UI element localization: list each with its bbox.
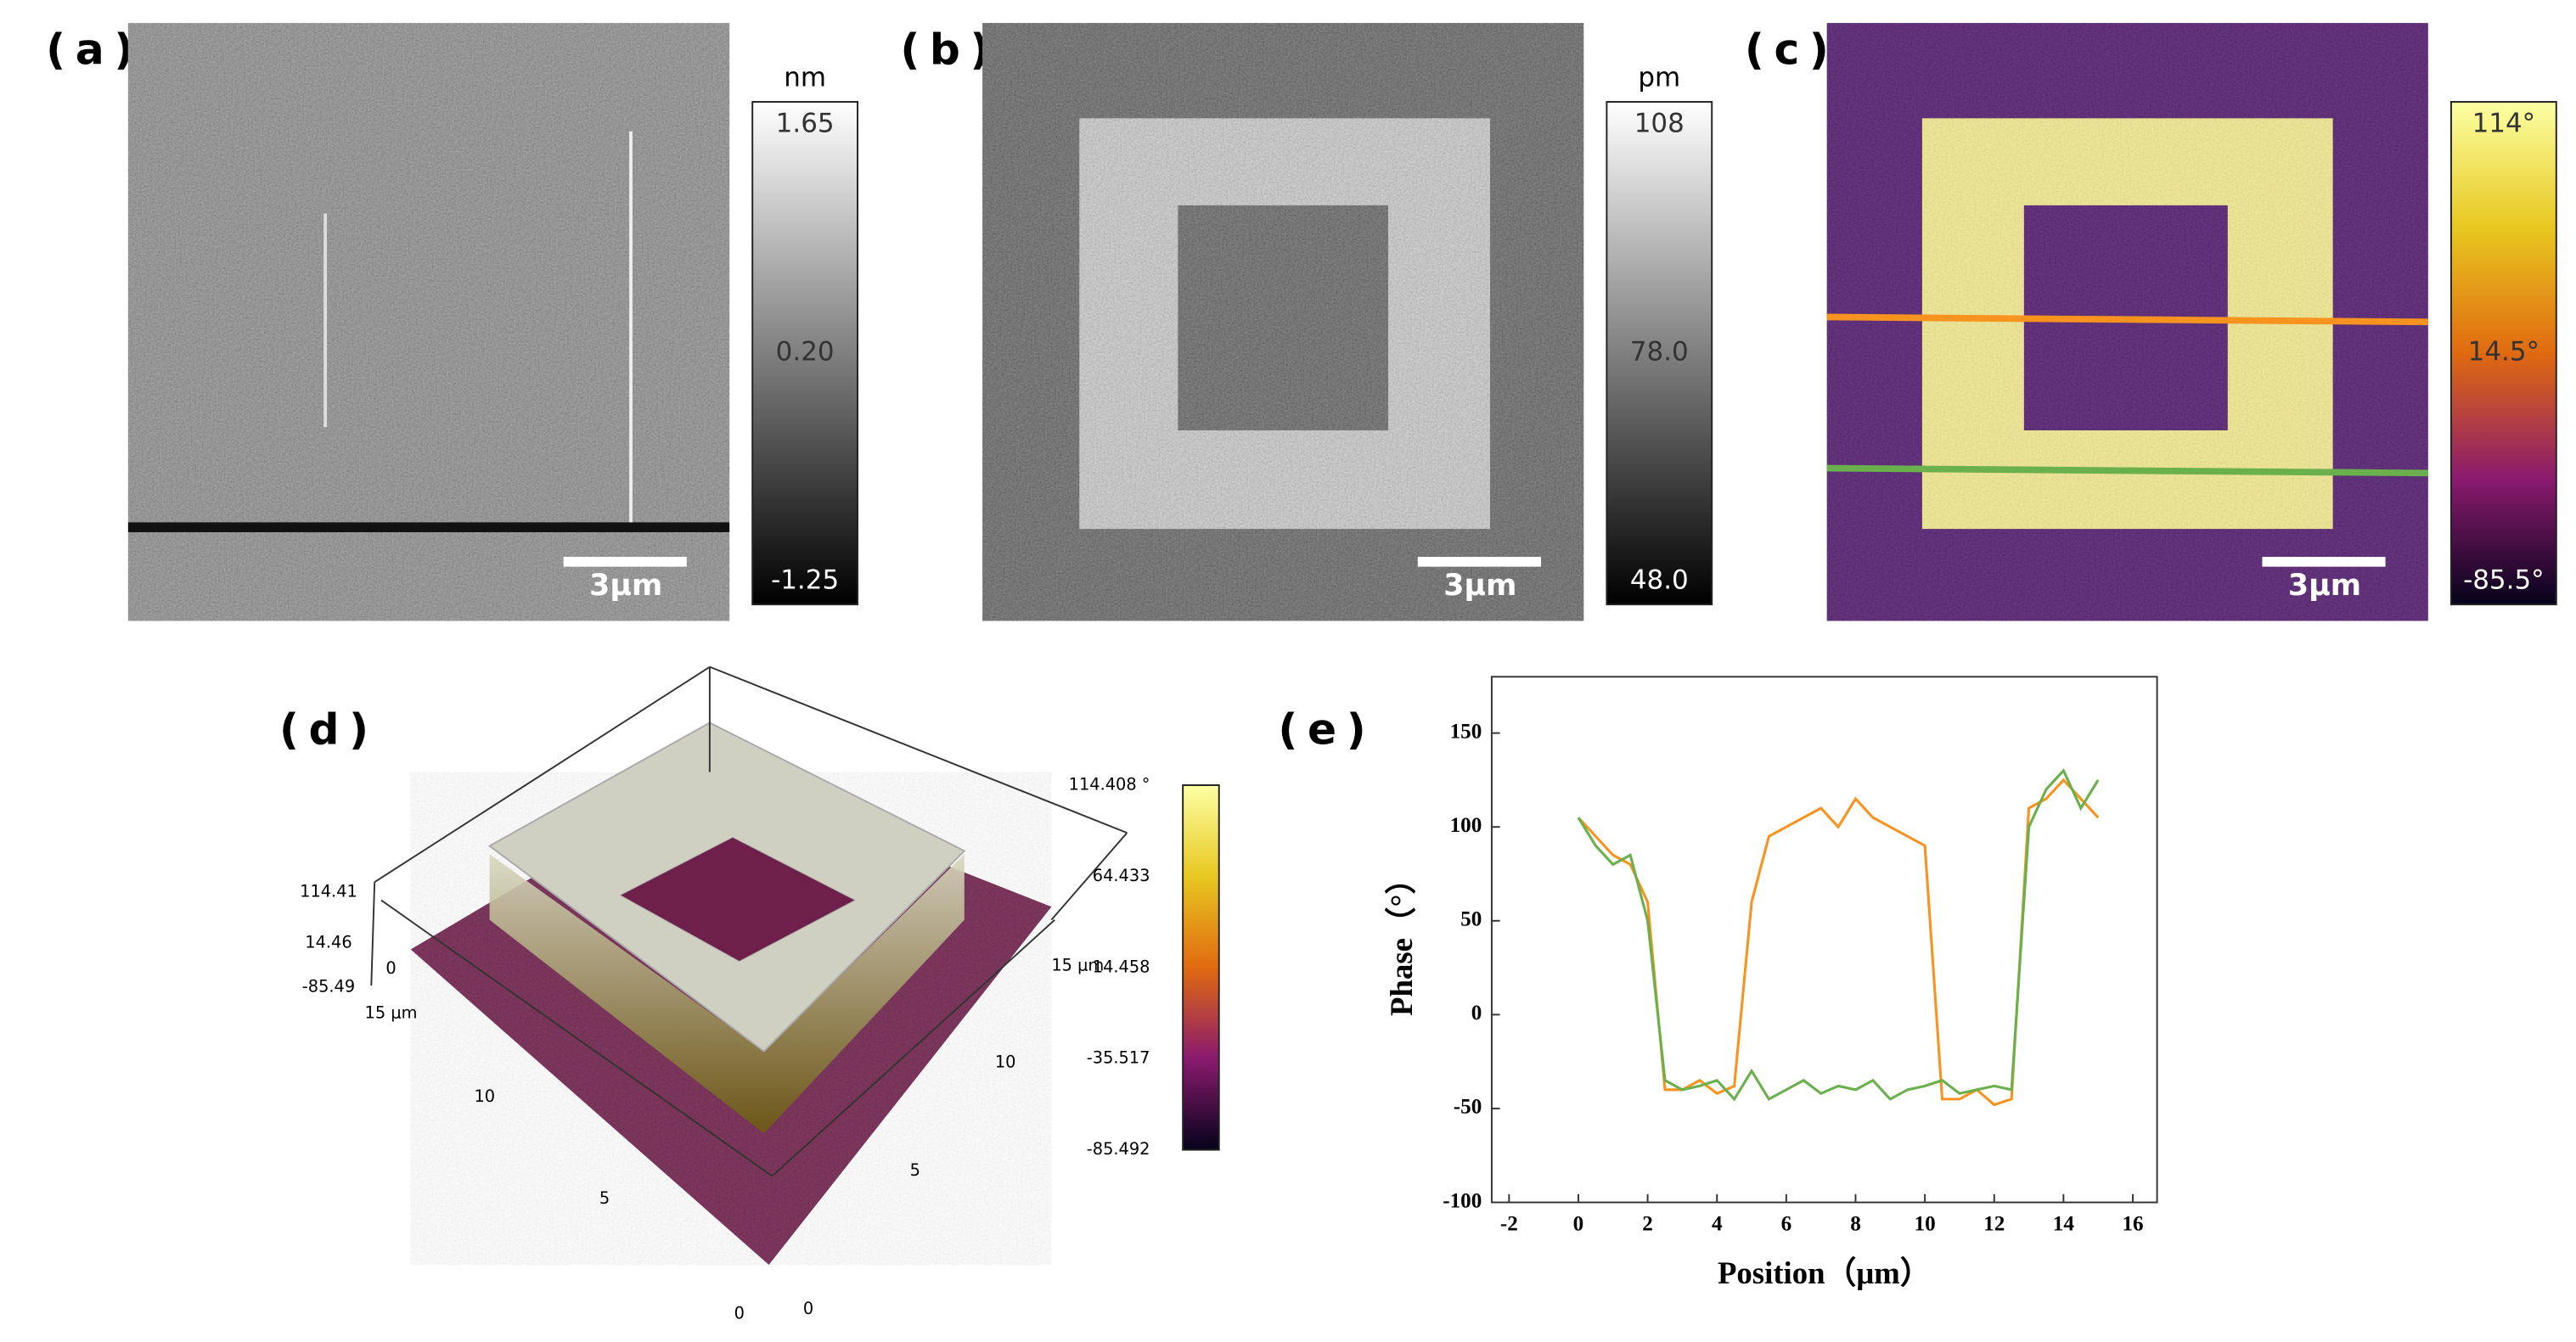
colorbar-tick-label: 78.0 xyxy=(1630,337,1689,368)
x-tick-label: 8 xyxy=(1850,1212,1861,1235)
scratch xyxy=(127,522,730,532)
series-line xyxy=(1577,768,2100,1102)
colorbar-unit: nm xyxy=(784,62,826,93)
box-edge xyxy=(771,918,1055,1177)
profile-line xyxy=(1826,313,2428,326)
colorbar-tick-label: -35.517 xyxy=(1087,1048,1150,1068)
scale-bar xyxy=(2262,557,2386,567)
z-tick-label: 114.41 xyxy=(300,881,357,901)
axis-tick-label: 0 xyxy=(803,1299,813,1318)
axis-tick-label: 15 μm xyxy=(1051,955,1104,974)
y-tick-label: -100 xyxy=(1443,1189,1482,1212)
colorbar-tick-label: 108 xyxy=(1634,109,1685,139)
profile-line xyxy=(1826,464,2428,477)
x-tick-label: 4 xyxy=(1712,1212,1723,1235)
y-axis-label: Phase（°） xyxy=(1384,863,1419,1016)
x-tick-label: -2 xyxy=(1500,1212,1518,1235)
x-tick-label: 10 xyxy=(1915,1212,1936,1235)
colorbar-tick-label: -85.5° xyxy=(2463,565,2545,596)
axis-tick-label: 5 xyxy=(910,1160,920,1180)
panel-label: (b) xyxy=(900,24,999,74)
colorbar-tick-label: 114.408 ° xyxy=(1069,774,1150,794)
colorbar xyxy=(1606,101,1713,606)
x-tick-label: 12 xyxy=(1983,1212,2005,1235)
box-edge xyxy=(374,665,711,883)
x-tick-label: 0 xyxy=(1573,1212,1584,1235)
colorbar-tick-label: 64.433 xyxy=(1093,866,1150,885)
wall xyxy=(489,854,965,1134)
colorbar-tick-label: 48.0 xyxy=(1630,565,1689,596)
y-tick-label: -50 xyxy=(1454,1096,1482,1119)
box-edge xyxy=(380,899,773,1177)
x-axis-label: Position（μm） xyxy=(1718,1255,1932,1290)
colorbar-tick-label: 14.458 xyxy=(1093,957,1150,976)
scale-bar xyxy=(563,557,687,567)
axis-tick-label: 10 xyxy=(995,1053,1016,1072)
scale-bar xyxy=(1417,557,1541,567)
box-edge xyxy=(709,665,1128,834)
x-tick-label: 14 xyxy=(2053,1212,2075,1235)
colorbar-tick-label: 114° xyxy=(2472,109,2536,139)
inner-floor xyxy=(621,837,855,962)
y-tick-label: 50 xyxy=(1460,908,1482,931)
panel-label: (e) xyxy=(1278,705,1375,755)
axis-tick-label: 10 xyxy=(474,1087,495,1106)
z-tick-label: 14.46 xyxy=(305,932,352,952)
box-edge xyxy=(1050,832,1128,921)
axis-tick-label: 5 xyxy=(599,1188,610,1208)
colorbar-tick-label: -85.492 xyxy=(1087,1139,1150,1159)
z-tick-label: 15 μm xyxy=(365,1002,418,1022)
colorbar-tick-label: -1.25 xyxy=(771,565,839,596)
scale-bar-label: 3μm xyxy=(2288,569,2361,603)
z-tick-label: 0 xyxy=(385,958,396,978)
axis-tick-label: 0 xyxy=(734,1304,745,1323)
scale-bar-label: 3μm xyxy=(589,569,662,603)
colorbar xyxy=(2449,101,2557,606)
x-tick-label: 16 xyxy=(2122,1212,2143,1235)
box-edge xyxy=(370,882,376,986)
panel-label: (c) xyxy=(1745,24,1839,74)
z-tick-label: -85.49 xyxy=(302,977,355,997)
noise xyxy=(982,23,1584,621)
y-tick-label: 100 xyxy=(1450,814,1482,837)
colorbar-tick-label: 0.20 xyxy=(776,337,835,368)
panel-label: (a) xyxy=(46,24,143,74)
colorbar xyxy=(1182,784,1220,1151)
series-line xyxy=(1577,778,2100,1107)
x-tick-label: 2 xyxy=(1642,1212,1653,1235)
panel-label: (d) xyxy=(279,705,379,755)
scale-bar-label: 3μm xyxy=(1443,569,1516,603)
colorbar-tick-label: 1.65 xyxy=(776,109,835,139)
y-tick-label: 0 xyxy=(1471,1002,1482,1025)
x-tick-label: 6 xyxy=(1781,1212,1792,1235)
plot-frame xyxy=(1490,676,2158,1204)
colorbar-unit: pm xyxy=(1638,62,1680,93)
colorbar-tick-label: 14.5° xyxy=(2468,337,2539,368)
y-tick-label: 150 xyxy=(1450,720,1482,743)
colorbar xyxy=(751,101,859,606)
